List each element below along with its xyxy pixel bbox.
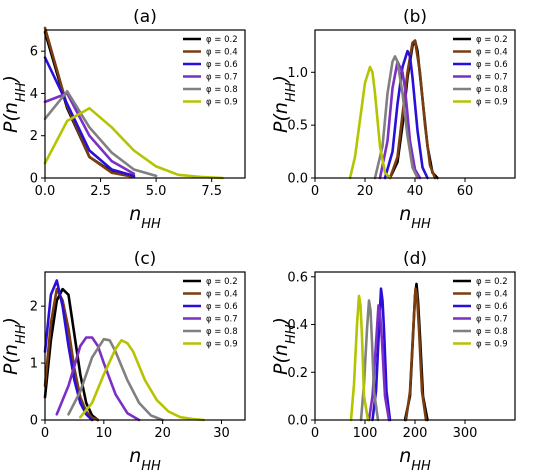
legend-label: φ = 0.8	[476, 327, 508, 337]
series-line-2	[404, 287, 428, 422]
x-tick-label: 7.5	[201, 184, 222, 199]
x-tick-label: 20	[154, 426, 171, 441]
panel-title: (b)	[403, 7, 427, 27]
x-axis-label: nHH	[129, 445, 161, 470]
series-line-6	[348, 65, 392, 180]
x-axis-label: nHH	[129, 203, 161, 232]
legend-label: φ = 0.7	[206, 73, 238, 83]
x-tick-label: 10	[96, 426, 113, 441]
x-tick-label: 200	[403, 426, 428, 441]
y-tick-label: 0.0	[287, 172, 308, 187]
series-line-5	[373, 55, 419, 180]
panel-title: (c)	[134, 249, 157, 269]
y-axis-label: P(nHH)	[0, 75, 29, 133]
legend-label: φ = 0.6	[476, 302, 508, 312]
y-tick-label: 0	[30, 414, 38, 429]
legend-label: φ = 0.9	[476, 98, 508, 108]
legend-label: φ = 0.2	[206, 277, 238, 287]
y-tick-label: 0	[30, 172, 38, 187]
legend-label: φ = 0.4	[476, 290, 508, 300]
y-tick-label: 0.4	[287, 318, 308, 333]
legend-label: φ = 0.8	[476, 85, 508, 95]
legend-label: φ = 0.6	[206, 302, 238, 312]
y-tick-label: 1.0	[287, 66, 308, 81]
legend-label: φ = 0.9	[206, 98, 238, 108]
series-line-3	[43, 56, 136, 178]
panel-title: (d)	[403, 249, 427, 269]
x-tick-label: 60	[457, 184, 474, 199]
y-axis-label: P(nHH)	[270, 317, 299, 375]
series-line-4	[43, 92, 136, 176]
legend-label: φ = 0.9	[476, 340, 508, 350]
legend: φ = 0.2 φ = 0.4 φ = 0.6 φ = 0.7 φ = 0.8 φ = 0…	[183, 277, 238, 350]
y-tick-label: 4	[30, 87, 38, 102]
y-tick-label: 6	[30, 45, 38, 60]
panel-title: (a)	[133, 7, 157, 27]
y-tick-label: 0.6	[287, 270, 308, 285]
series-line-2	[43, 26, 136, 179]
series-line-4	[378, 60, 422, 180]
legend-label: φ = 0.7	[476, 315, 508, 325]
x-axis-label: nHH	[399, 445, 431, 470]
legend-label: φ = 0.9	[206, 340, 238, 350]
legend-label: φ = 0.6	[206, 60, 238, 70]
series-line-2	[43, 287, 100, 422]
legend: φ = 0.2 φ = 0.4 φ = 0.6 φ = 0.7 φ = 0.8 φ = 0…	[453, 277, 508, 350]
legend-label: φ = 0.6	[476, 60, 508, 70]
x-tick-label: 20	[357, 184, 374, 199]
legend-label: φ = 0.2	[476, 277, 508, 287]
legend-label: φ = 0.4	[476, 48, 508, 58]
y-tick-label: 0.2	[287, 366, 308, 381]
y-tick-label: 0.0	[287, 414, 308, 429]
x-tick-label: 100	[353, 426, 378, 441]
y-axis-label: P(nHH)	[0, 317, 29, 375]
y-tick-label: 2	[30, 129, 38, 144]
x-tick-label: 2.5	[90, 184, 111, 199]
x-tick-label: 30	[213, 426, 230, 441]
y-tick-label: 2	[30, 300, 38, 315]
series-line-3	[371, 287, 392, 422]
series-line-6	[43, 106, 225, 180]
legend: φ = 0.2 φ = 0.4 φ = 0.6 φ = 0.7 φ = 0.8 φ = 0…	[183, 35, 238, 108]
series-line-1	[43, 287, 100, 422]
x-tick-label: 0	[311, 426, 319, 441]
legend-label: φ = 0.4	[206, 290, 238, 300]
x-tick-label: 0	[311, 184, 319, 199]
x-tick-label: 40	[407, 184, 424, 199]
legend-label: φ = 0.4	[206, 48, 238, 58]
x-tick-label: 300	[453, 426, 478, 441]
series-line-6	[349, 294, 370, 422]
legend-label: φ = 0.8	[206, 327, 238, 337]
x-tick-label: 0	[41, 426, 49, 441]
legend-label: φ = 0.8	[206, 85, 238, 95]
series-line-5	[67, 337, 164, 422]
series-line-5	[43, 90, 158, 178]
plot-frame	[44, 29, 246, 179]
y-tick-label: 1	[30, 357, 38, 372]
legend-label: φ = 0.2	[206, 35, 238, 45]
legend-label: φ = 0.7	[476, 73, 508, 83]
series-line-3	[383, 49, 429, 180]
legend-label: φ = 0.7	[206, 315, 238, 325]
chart-panel-4: (d) 0 100 200 300 0.0 0.2 0.4 0.6 nHH P(nHH) φ = 0.…	[270, 249, 516, 470]
x-axis-label: nHH	[399, 203, 431, 232]
plot-frame	[44, 271, 246, 421]
legend: φ = 0.2 φ = 0.4 φ = 0.6 φ = 0.7 φ = 0.8 φ = 0…	[453, 35, 508, 108]
legend-label: φ = 0.2	[476, 35, 508, 45]
x-tick-label: 5.0	[146, 184, 167, 199]
y-axis-label: P(nHH)	[270, 75, 299, 133]
series-line-4	[55, 336, 141, 422]
y-tick-label: 0.5	[287, 119, 308, 134]
x-tick-label: 0.0	[35, 184, 56, 199]
series-line-2	[388, 39, 437, 180]
series-line-6	[79, 338, 206, 422]
